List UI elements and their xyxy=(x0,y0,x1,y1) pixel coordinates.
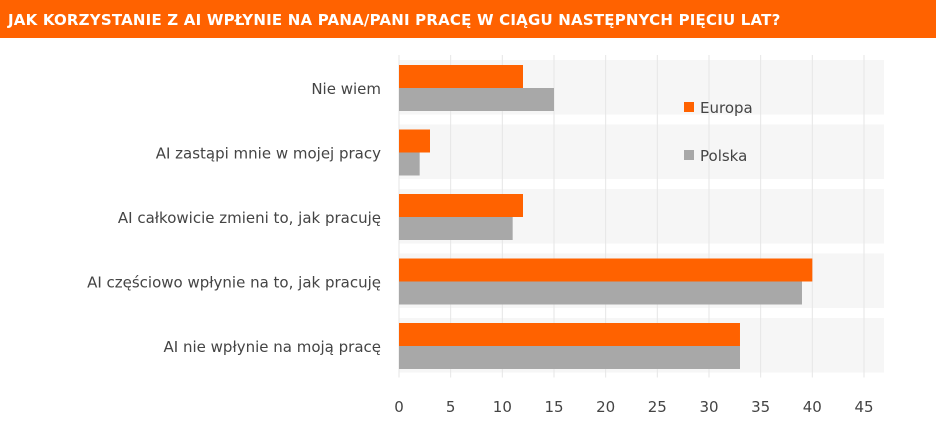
x-tick-label: 20 xyxy=(596,398,615,416)
legend-swatch-europa xyxy=(684,102,694,112)
category-label: AI całkowicie zmieni to, jak pracuję xyxy=(118,209,381,227)
x-tick-label: 0 xyxy=(394,398,404,416)
x-tick-label: 45 xyxy=(854,398,873,416)
bar-europa-1 xyxy=(399,129,430,153)
legend-label-europa: Europa xyxy=(700,99,753,117)
bar-chart: Nie wiem AI zastąpi mnie w mojej pracy AI … xyxy=(87,55,884,416)
category-band xyxy=(399,124,884,179)
bar-polska-2 xyxy=(399,217,513,240)
x-tick-label: 10 xyxy=(493,398,512,416)
legend-swatch-polska xyxy=(684,150,694,160)
legend-label-polska: Polska xyxy=(700,147,747,165)
category-label: AI nie wpłynie na moją pracę xyxy=(164,338,381,356)
bar-europa-3 xyxy=(399,258,813,282)
bar-polska-1 xyxy=(399,152,420,176)
x-tick-label: 35 xyxy=(751,398,770,416)
category-label: Nie wiem xyxy=(311,80,381,98)
bar-polska-4 xyxy=(399,346,740,369)
x-tick-label: 40 xyxy=(803,398,822,416)
bar-polska-0 xyxy=(399,88,554,111)
x-tick-label: 25 xyxy=(648,398,667,416)
bar-europa-0 xyxy=(399,65,523,88)
x-tick-label: 30 xyxy=(699,398,718,416)
x-tick-label: 5 xyxy=(446,398,456,416)
bar-europa-4 xyxy=(399,323,740,346)
chart-title: JAK KORZYSTANIE Z AI WPŁYNIE NA PANA/PAN… xyxy=(0,0,936,38)
category-label: AI częściowo wpłynie na to, jak pracuję xyxy=(87,274,381,292)
bar-europa-2 xyxy=(399,194,523,217)
x-tick-label: 15 xyxy=(544,398,563,416)
bar-polska-3 xyxy=(399,281,802,305)
category-label: AI zastąpi mnie w mojej pracy xyxy=(156,145,381,163)
